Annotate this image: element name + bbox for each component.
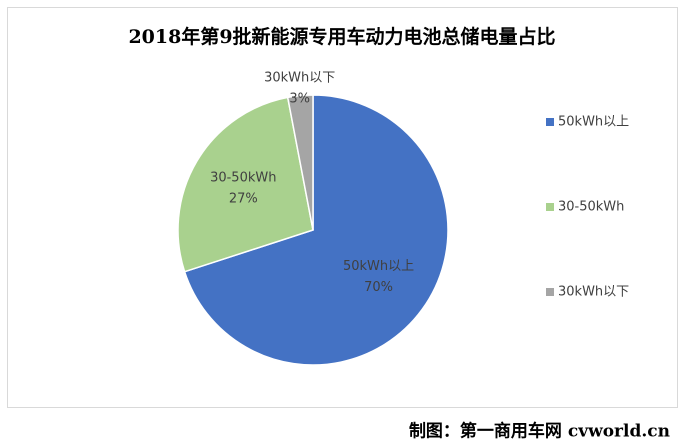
source-note: 制图：第一商用车网 cvworld.cn — [409, 421, 670, 442]
data-label-value: 70% — [364, 280, 393, 295]
legend-label: 30-50kWh — [558, 200, 624, 215]
chart-title: 2018年第9批新能源专用车动力电池总储电量占比 — [128, 25, 555, 48]
data-label-name: 50kWh以上 — [343, 259, 414, 274]
data-label-value: 3% — [289, 91, 310, 106]
legend-swatch — [546, 118, 554, 126]
legend-label: 50kWh以上 — [558, 115, 629, 130]
legend-swatch — [546, 203, 554, 211]
pie-slice — [286, 94, 314, 231]
legend-label: 30kWh以下 — [558, 285, 629, 300]
data-label-value: 27% — [229, 191, 258, 206]
legend-swatch — [546, 288, 554, 296]
pie-slice — [183, 94, 449, 366]
data-label-name: 30-50kWh — [210, 170, 276, 185]
pie-slice — [177, 96, 314, 273]
data-label-name: 30kWh以下 — [264, 70, 335, 85]
